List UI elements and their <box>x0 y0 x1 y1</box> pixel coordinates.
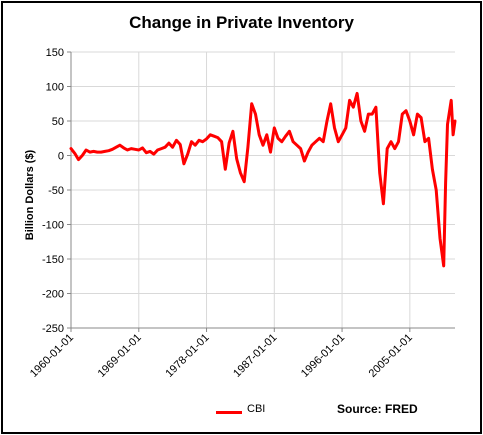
x-tick-label: 1987-01-01 <box>231 332 279 380</box>
y-tick-label: 0 <box>58 151 64 163</box>
x-tick-label: 1978-01-01 <box>163 332 211 380</box>
source-note: Source: FRED <box>337 402 418 416</box>
legend-label-cbi: CBI <box>247 403 266 415</box>
y-tick-label: -50 <box>48 185 64 197</box>
y-tick-label: 150 <box>46 47 64 59</box>
y-axis-ticks: -250 -200 -150 -100 -50 0 50 100 150 <box>42 47 71 335</box>
y-tick-label: -150 <box>42 254 64 266</box>
gridlines <box>70 51 455 329</box>
series-line-cbi <box>69 91 457 268</box>
x-tick-label: 2005-01-01 <box>367 332 415 380</box>
chart-title: Change in Private Inventory <box>129 13 354 32</box>
x-tick-label: 1996-01-01 <box>299 332 347 380</box>
y-tick-label: -250 <box>42 323 64 335</box>
y-tick-label: 50 <box>52 116 64 128</box>
x-tick-label: 1960-01-01 <box>28 332 76 380</box>
x-axis-ticks: 1960-01-01 1969-01-01 1978-01-01 1987-01-01… <box>28 328 415 380</box>
y-tick-label: -100 <box>42 220 64 232</box>
y-axis-label: Billion Dollars ($) <box>24 149 36 240</box>
y-tick-label: -200 <box>42 289 64 301</box>
y-tick-label: 100 <box>46 82 64 94</box>
x-tick-label: 1969-01-01 <box>96 332 144 380</box>
legend-swatch-cbi <box>216 411 242 414</box>
